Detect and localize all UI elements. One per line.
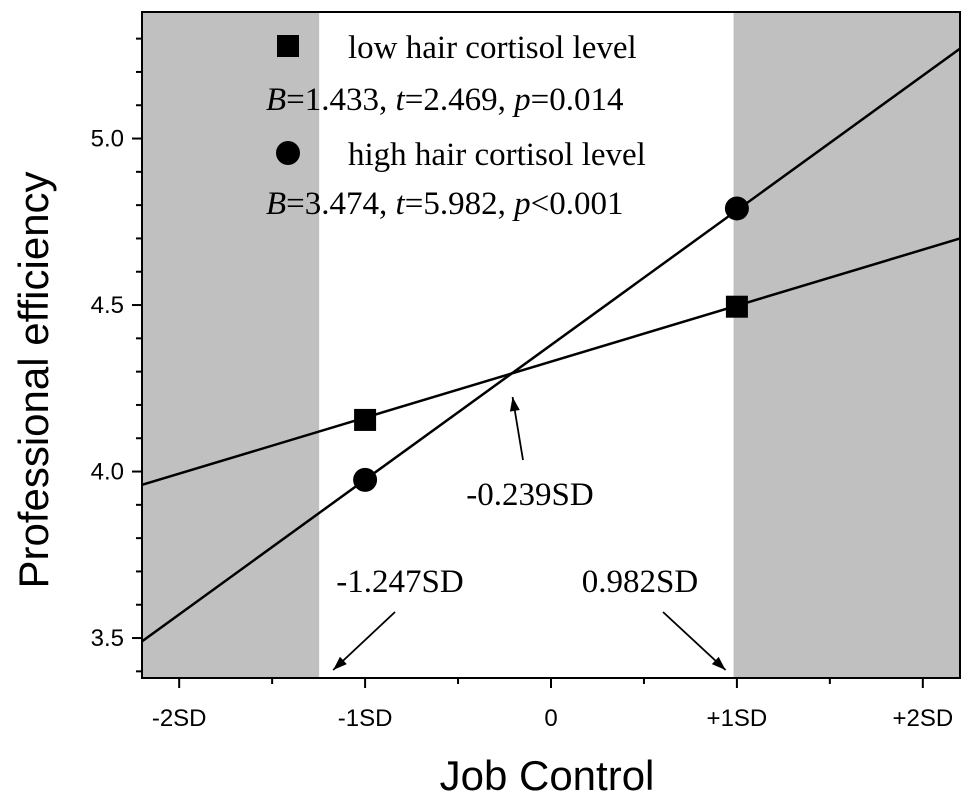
shaded-regions (142, 12, 960, 678)
annotation-arrowhead-2 (333, 656, 347, 670)
annotation-label-3: 0.982SD (582, 564, 698, 600)
legend-label-square: low hair cortisol level (348, 30, 637, 66)
marker-circle-1 (353, 467, 378, 492)
y-tick-label: 4.0 (91, 459, 124, 486)
x-tick-label: -2SD (152, 705, 207, 732)
x-tick-label: -1SD (338, 705, 393, 732)
annotation-arrow-line-3 (662, 611, 727, 671)
y-tick-label: 4.5 (91, 292, 124, 319)
marker-circle-2 (724, 196, 749, 221)
x-tick-label: 0 (544, 705, 557, 732)
legend-stats-circle: B=3.474, t=5.982, p<0.001 (266, 186, 623, 222)
x-tick-label: +2SD (892, 705, 953, 732)
data-markers (353, 196, 749, 492)
legend-label-circle: high hair cortisol level (348, 137, 646, 173)
annotation-arrowhead-1 (509, 396, 520, 412)
y-tick-label: 5.0 (91, 126, 124, 153)
annotations: -0.239SD -1.247SD 0.982SD (332, 396, 727, 671)
x-tick-label: +1SD (707, 705, 768, 732)
legend: low hair cortisol level B=1.433, t=2.469,… (266, 30, 646, 222)
legend-marker-circle (276, 141, 300, 165)
regression-lines (141, 47, 961, 643)
shaded-region-2 (733, 12, 960, 678)
legend-marker-square (277, 35, 299, 57)
legend-stats-square: B=1.433, t=2.469, p=0.014 (266, 82, 623, 118)
y-axis-title: Professional efficiency (10, 171, 57, 588)
annotation-label-2: -1.247SD (336, 564, 463, 600)
regression-line-circle (141, 47, 961, 643)
annotation-label-1: -0.239SD (466, 477, 593, 513)
y-tick-label: 3.5 (91, 625, 124, 652)
annotation-arrow-line-2 (332, 611, 396, 671)
x-axis-title: Job Control (440, 752, 655, 799)
shaded-region-1 (142, 12, 320, 678)
marker-square-1 (354, 408, 377, 431)
annotation-arrowhead-3 (711, 656, 726, 670)
marker-square-2 (725, 295, 748, 318)
regression-line-square (141, 237, 961, 487)
axis-ticks: -2SD -1SD 0 +1SD +2SD 3.5 4.0 4.5 5.0 (91, 37, 953, 732)
